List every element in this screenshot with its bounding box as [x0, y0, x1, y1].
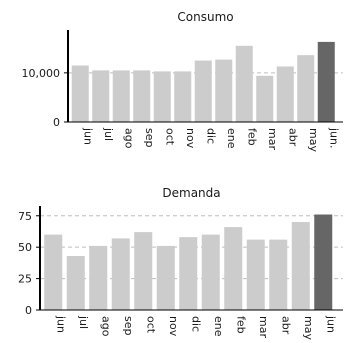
bar	[153, 71, 171, 122]
x-tick-label: ago	[122, 128, 135, 149]
bar	[215, 59, 233, 122]
x-tick-label: jun.	[327, 127, 340, 149]
x-tick-label: ene	[212, 316, 225, 337]
y-tick-label: 50	[18, 241, 32, 254]
bar	[269, 239, 288, 310]
x-tick-label: oct	[144, 316, 157, 334]
y-tick-label: 0	[25, 304, 32, 317]
bar	[156, 245, 175, 310]
bar	[71, 65, 89, 122]
x-tick-label: dic	[204, 128, 217, 144]
bar	[92, 70, 110, 122]
x-tick-label: jun	[81, 127, 94, 145]
bar	[235, 45, 253, 123]
x-tick-label: abr	[286, 128, 299, 147]
x-tick-label: oct	[163, 128, 176, 146]
x-tick-label: mar	[266, 128, 279, 150]
bar	[134, 232, 153, 310]
x-tick-label: nov	[167, 316, 180, 337]
bar	[174, 71, 192, 122]
x-tick-label: jul	[102, 127, 115, 141]
bar	[246, 239, 265, 310]
x-tick-label: may	[307, 128, 320, 152]
bar	[133, 70, 151, 122]
y-tick-label: 75	[18, 210, 32, 223]
chart-title: Demanda	[162, 186, 220, 200]
bar	[256, 75, 274, 122]
bar	[66, 255, 85, 310]
x-tick-label: feb	[245, 128, 258, 146]
y-tick-label: 25	[18, 273, 32, 286]
bar	[224, 227, 243, 310]
bar	[314, 214, 333, 310]
x-tick-label: dic	[189, 316, 202, 332]
x-tick-label: sep	[122, 316, 135, 335]
x-tick-label: feb	[234, 316, 247, 334]
y-tick-label: 0	[53, 116, 60, 129]
x-tick-label: sep	[143, 128, 156, 147]
bar	[44, 234, 63, 310]
x-tick-label: ene	[225, 128, 238, 149]
bar	[111, 238, 130, 310]
x-tick-label: jun	[54, 315, 67, 333]
x-tick-label: mar	[257, 316, 270, 338]
bar	[112, 70, 130, 122]
x-tick-label: ago	[99, 316, 112, 337]
bar	[194, 60, 212, 122]
bar	[297, 55, 315, 123]
bar	[179, 237, 198, 310]
chart-title: Consumo	[177, 10, 233, 24]
bar	[201, 234, 220, 310]
bar	[291, 222, 310, 310]
bar	[317, 41, 335, 123]
bar	[276, 66, 294, 122]
bar	[89, 245, 108, 310]
x-tick-label: abr	[279, 316, 292, 335]
x-tick-label: jul	[77, 315, 90, 329]
x-tick-label: may	[302, 316, 315, 340]
x-tick-label: nov	[184, 128, 197, 149]
x-tick-label: jun	[324, 315, 337, 333]
y-tick-label: 10,000	[22, 67, 61, 80]
